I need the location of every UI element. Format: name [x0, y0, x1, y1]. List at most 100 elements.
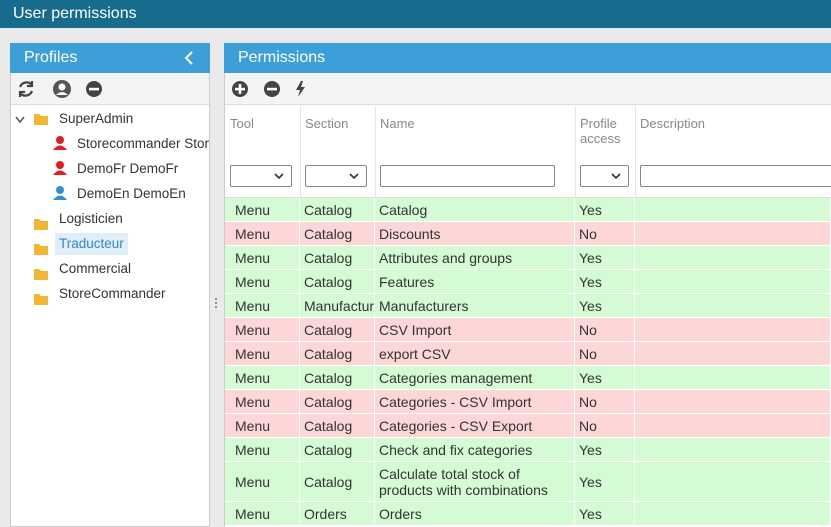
table-cell[interactable]	[635, 294, 831, 318]
table-cell[interactable]: Menu	[225, 294, 300, 318]
table-cell[interactable]: Manufactur	[300, 294, 375, 318]
table-cell[interactable]: Yes	[575, 462, 635, 502]
table-cell[interactable]: Menu	[225, 414, 300, 438]
table-cell[interactable]	[635, 318, 831, 342]
column-header[interactable]: Profile access	[580, 116, 621, 146]
table-cell[interactable]	[635, 270, 831, 294]
table-cell[interactable]: Orders	[375, 502, 575, 526]
app-title: User permissions	[0, 0, 831, 28]
table-cell[interactable]: CSV Import	[375, 318, 575, 342]
column-separator	[635, 106, 636, 198]
table-cell[interactable]: Check and fix categories	[375, 438, 575, 462]
tree-node[interactable]: DemoEn DemoEn	[77, 186, 186, 201]
permissions-toolbar-icons	[232, 81, 305, 97]
tree-node[interactable]: SuperAdmin	[59, 111, 134, 126]
user-icon[interactable]	[53, 80, 71, 98]
tree-node-selected[interactable]: Traducteur	[55, 233, 128, 255]
table-cell[interactable]: Calculate total stock of products with c…	[375, 462, 575, 502]
add-icon[interactable]	[232, 81, 248, 97]
table-cell[interactable]: No	[575, 414, 635, 438]
filter-input[interactable]	[380, 165, 555, 187]
table-cell[interactable]	[635, 438, 831, 462]
table-cell[interactable]: Catalog	[300, 318, 375, 342]
tree-node[interactable]: DemoFr DemoFr	[77, 161, 179, 176]
table-cell[interactable]: Yes	[575, 366, 635, 390]
table-cell[interactable]: Categories - CSV Export	[375, 414, 575, 438]
refresh-icon[interactable]	[18, 81, 34, 97]
table-cell[interactable]: Catalog	[300, 366, 375, 390]
table-cell[interactable]: No	[575, 318, 635, 342]
filter-input[interactable]	[640, 165, 831, 187]
profiles-toolbar-icons	[18, 80, 102, 98]
permissions-title: Permissions	[224, 43, 831, 73]
table-cell[interactable]	[635, 342, 831, 366]
table-cell[interactable]: Menu	[225, 342, 300, 366]
column-header[interactable]: Section	[305, 116, 349, 131]
table-cell[interactable]: Yes	[575, 270, 635, 294]
table-cell[interactable]: Discounts	[375, 222, 575, 246]
collapse-button[interactable]	[182, 50, 196, 66]
lightning-icon[interactable]	[296, 81, 305, 97]
table-cell[interactable]	[635, 502, 831, 526]
table-cell[interactable]: Yes	[575, 246, 635, 270]
table-cell[interactable]: No	[575, 342, 635, 366]
table-cell[interactable]: Categories - CSV Import	[375, 390, 575, 414]
profiles-toolbar	[11, 73, 209, 105]
table-cell[interactable]: Yes	[575, 294, 635, 318]
table-cell[interactable]: Catalog	[300, 198, 375, 222]
table-cell[interactable]: Catalog	[300, 222, 375, 246]
remove-icon[interactable]	[264, 81, 280, 97]
profiles-title: Profiles	[10, 43, 210, 73]
remove-icon[interactable]	[86, 81, 102, 97]
table-cell[interactable]: Manufacturers	[375, 294, 575, 318]
table-cell[interactable]: Catalog	[300, 390, 375, 414]
table-cell[interactable]	[635, 222, 831, 246]
table-cell[interactable]: Menu	[225, 502, 300, 526]
filter-select[interactable]	[305, 165, 367, 187]
table-cell[interactable]: Yes	[575, 198, 635, 222]
tree-node[interactable]: Logisticien	[59, 211, 123, 226]
table-cell[interactable]: Attributes and groups	[375, 246, 575, 270]
column-separator	[575, 106, 576, 198]
tree-node[interactable]: StoreCommander	[59, 286, 166, 301]
table-cell[interactable]: Menu	[225, 366, 300, 390]
column-separator	[375, 106, 376, 198]
table-cell[interactable]	[635, 390, 831, 414]
table-cell[interactable]: Menu	[225, 462, 300, 502]
table-cell[interactable]: Features	[375, 270, 575, 294]
table-cell[interactable]	[635, 366, 831, 390]
table-cell[interactable]	[635, 198, 831, 222]
column-header[interactable]: Description	[640, 116, 706, 131]
table-cell[interactable]: Menu	[225, 318, 300, 342]
filter-select[interactable]	[230, 165, 292, 187]
table-cell[interactable]	[635, 246, 831, 270]
table-cell[interactable]	[635, 462, 831, 502]
table-cell[interactable]: Menu	[225, 222, 300, 246]
table-cell[interactable]: Catalog	[375, 198, 575, 222]
table-cell[interactable]: Categories management	[375, 366, 575, 390]
table-cell[interactable]: Catalog	[300, 438, 375, 462]
tree-node[interactable]: Commercial	[59, 261, 132, 276]
table-cell[interactable]: Catalog	[300, 462, 375, 502]
table-cell[interactable]: No	[575, 222, 635, 246]
table-cell[interactable]: Menu	[225, 390, 300, 414]
filter-select[interactable]	[580, 165, 629, 187]
splitter[interactable]	[214, 297, 218, 309]
table-cell[interactable]: Catalog	[300, 246, 375, 270]
table-cell[interactable]: Menu	[225, 198, 300, 222]
table-cell[interactable]: No	[575, 390, 635, 414]
column-header[interactable]: Tool	[230, 116, 254, 131]
table-cell[interactable]: export CSV	[375, 342, 575, 366]
tree-node[interactable]: Storecommander Store	[77, 136, 209, 151]
column-header[interactable]: Name	[380, 116, 415, 131]
table-cell[interactable]: Catalog	[300, 270, 375, 294]
table-cell[interactable]: Catalog	[300, 414, 375, 438]
table-cell[interactable]: Menu	[225, 270, 300, 294]
table-cell[interactable]: Menu	[225, 246, 300, 270]
table-cell[interactable]	[635, 414, 831, 438]
table-cell[interactable]: Yes	[575, 502, 635, 526]
table-cell[interactable]: Catalog	[300, 342, 375, 366]
table-cell[interactable]: Menu	[225, 438, 300, 462]
table-cell[interactable]: Orders	[300, 502, 375, 526]
table-cell[interactable]: Yes	[575, 438, 635, 462]
